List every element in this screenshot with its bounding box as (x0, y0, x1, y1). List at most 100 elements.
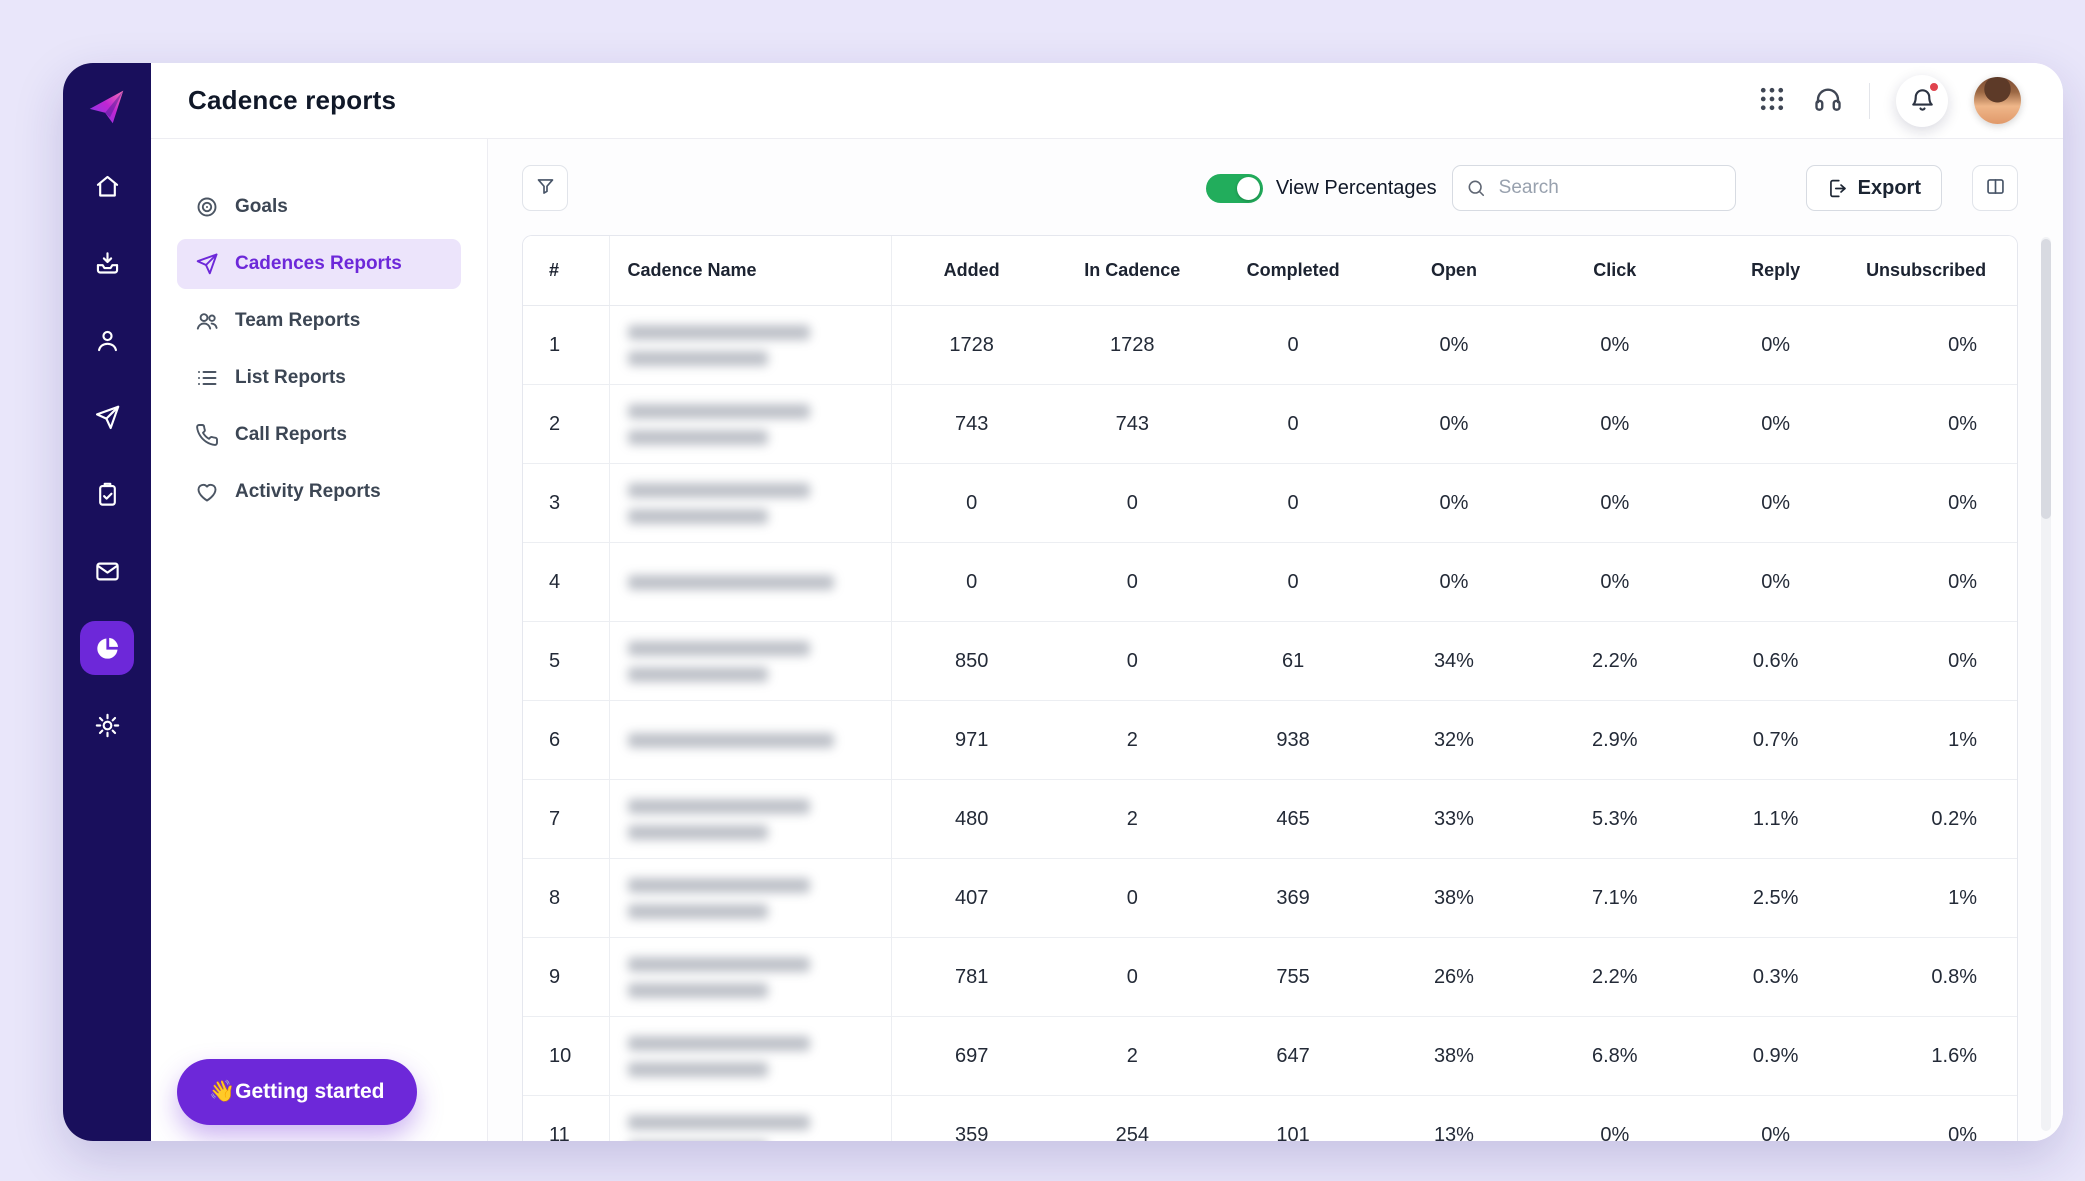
rail-item-reports[interactable] (80, 621, 134, 675)
table-row[interactable]: 2 743 743 0 0% 0% 0% 0% (523, 384, 2017, 464)
cell-number: 4 (523, 542, 610, 622)
cell-click: 6.8% (1534, 1016, 1696, 1096)
rail-item-contacts[interactable] (80, 313, 134, 367)
cell-added: 743 (891, 384, 1052, 464)
view-percentages-toggle[interactable] (1205, 173, 1263, 203)
sidebar-nav: Goals Cadences Reports Team Reports List Re… (151, 182, 487, 517)
cell-added: 407 (891, 858, 1052, 938)
sidebar-item-label: Activity Reports (235, 481, 381, 502)
sidebar-item-label: Goals (235, 196, 288, 217)
cell-number: 3 (523, 463, 610, 543)
sidebar-item-list-reports[interactable]: List Reports (177, 353, 461, 403)
table-row[interactable]: 7 480 2 465 33% 5.3% 1.1% 0.2% (523, 779, 2017, 859)
apps-grid-button[interactable] (1757, 84, 1787, 117)
goals-icon (195, 195, 219, 219)
table-row[interactable]: 11 359 254 101 13% 0% 0% 0% (523, 1095, 2017, 1141)
cell-completed: 61 (1212, 621, 1374, 701)
redacted-cadence-name (627, 1114, 881, 1141)
cell-open: 13% (1373, 1095, 1535, 1141)
cell-reply: 0% (1695, 463, 1857, 543)
cell-in_cadence: 2 (1051, 1016, 1213, 1096)
cell-unsubscribed: 0% (1856, 621, 2017, 701)
table-row[interactable]: 1 1728 1728 0 0% 0% 0% 0% (523, 305, 2017, 385)
redacted-cadence-name (627, 956, 881, 998)
table-row[interactable]: 9 781 0 755 26% 2.2% 0.3% 0.8% (523, 937, 2017, 1017)
columns-button[interactable] (1972, 165, 2018, 211)
vertical-scrollbar[interactable] (2041, 237, 2051, 1131)
filter-button[interactable] (522, 165, 568, 211)
redacted-cadence-name (627, 1035, 881, 1077)
cell-click: 0% (1534, 384, 1696, 464)
cell-cadence-name (609, 621, 892, 701)
table-row[interactable]: 8 407 0 369 38% 7.1% 2.5% 1% (523, 858, 2017, 938)
cell-reply: 0.3% (1695, 937, 1857, 1017)
cell-click: 0% (1534, 1095, 1696, 1141)
cell-open: 32% (1373, 700, 1535, 780)
toggle-knob (1236, 176, 1260, 200)
sidebar-item-goals[interactable]: Goals (177, 182, 461, 232)
cell-completed: 369 (1212, 858, 1374, 938)
redacted-cadence-name (627, 324, 881, 366)
sidebar-item-activity-reports[interactable]: Activity Reports (177, 467, 461, 517)
table-row[interactable]: 10 697 2 647 38% 6.8% 0.9% 1.6% (523, 1016, 2017, 1096)
cell-reply: 0% (1695, 542, 1857, 622)
brand-logo-icon[interactable] (84, 83, 130, 129)
table-row[interactable]: 6 971 2 938 32% 2.9% 0.7% 1% (523, 700, 2017, 780)
cadence-icon (195, 252, 219, 276)
user-avatar[interactable] (1974, 77, 2021, 124)
apps-grid-icon (1757, 84, 1787, 117)
activity-icon (195, 480, 219, 504)
phone-icon (195, 423, 219, 447)
list-icon (195, 366, 219, 390)
sidebar-item-call-reports[interactable]: Call Reports (177, 410, 461, 460)
cell-reply: 0.9% (1695, 1016, 1857, 1096)
cell-reply: 0% (1695, 305, 1857, 385)
cell-open: 34% (1373, 621, 1535, 701)
sidebar-item-cadences-reports[interactable]: Cadences Reports (177, 239, 461, 289)
rail-item-home[interactable] (80, 159, 134, 213)
right-controls: View Percentages Export (1205, 165, 2018, 211)
cell-unsubscribed: 1% (1856, 700, 2017, 780)
cell-added: 480 (891, 779, 1052, 859)
cell-cadence-name (609, 858, 892, 938)
table-row[interactable]: 4 0 0 0 0% 0% 0% 0% (523, 542, 2017, 622)
rail-item-mail[interactable] (80, 544, 134, 598)
cell-open: 0% (1373, 542, 1535, 622)
cell-unsubscribed: 1.6% (1856, 1016, 2017, 1096)
cell-cadence-name (609, 305, 892, 385)
cell-in_cadence: 1728 (1051, 305, 1213, 385)
support-button[interactable] (1813, 84, 1843, 117)
cell-number: 9 (523, 937, 610, 1017)
scrollbar-thumb[interactable] (2041, 239, 2051, 519)
cell-reply: 2.5% (1695, 858, 1857, 938)
table-row[interactable]: 3 0 0 0 0% 0% 0% 0% (523, 463, 2017, 543)
cell-added: 359 (891, 1095, 1052, 1141)
cell-click: 0% (1534, 542, 1696, 622)
notifications-button[interactable] (1896, 74, 1948, 127)
rail-item-inbox[interactable] (80, 236, 134, 290)
cell-completed: 0 (1212, 384, 1374, 464)
cell-open: 38% (1373, 1016, 1535, 1096)
getting-started-button[interactable]: 👋Getting started (177, 1059, 417, 1125)
rail-icon-list (80, 159, 134, 775)
export-button[interactable]: Export (1805, 165, 1942, 211)
cell-open: 0% (1373, 463, 1535, 543)
cell-added: 0 (891, 463, 1052, 543)
cell-in_cadence: 0 (1051, 621, 1213, 701)
table-row[interactable]: 5 850 0 61 34% 2.2% 0.6% 0% (523, 621, 2017, 701)
cell-unsubscribed: 0% (1856, 463, 2017, 543)
cell-cadence-name (609, 384, 892, 464)
cell-click: 0% (1534, 305, 1696, 385)
rail-item-cadences[interactable] (80, 390, 134, 444)
search-input[interactable] (1451, 165, 1736, 211)
redacted-cadence-name (627, 403, 881, 445)
notification-dot (1928, 80, 1940, 93)
settings-icon (94, 712, 121, 739)
rail-item-tasks[interactable] (80, 467, 134, 521)
sidebar-item-team-reports[interactable]: Team Reports (177, 296, 461, 346)
sidebar-item-label: List Reports (235, 367, 346, 388)
icon-rail (63, 63, 151, 1141)
team-icon (195, 309, 219, 333)
rail-item-settings[interactable] (80, 698, 134, 752)
cell-reply: 0% (1695, 384, 1857, 464)
